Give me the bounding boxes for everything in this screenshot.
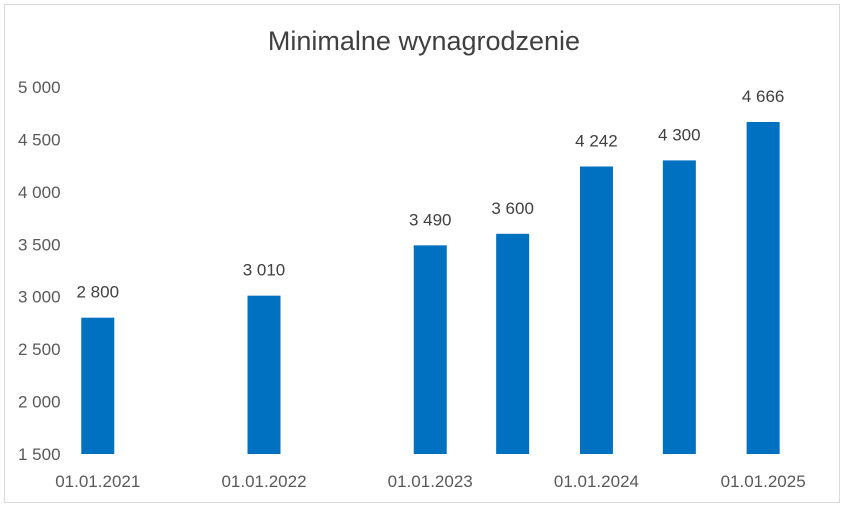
data-label: 3 600: [491, 199, 534, 218]
bar[interactable]: [662, 160, 696, 454]
data-label: 4 242: [575, 131, 618, 150]
y-tick-label: 4 500: [18, 130, 61, 149]
bar[interactable]: [579, 166, 613, 454]
bar[interactable]: [413, 245, 447, 454]
y-tick-label: 5 000: [18, 78, 61, 97]
x-tick-label: 01.01.2024: [554, 472, 639, 491]
bar[interactable]: [247, 295, 281, 454]
y-axis: 1 500 2 000 2 500 3 000 3 500 4 000 4 500 5 000: [18, 78, 61, 464]
y-tick-label: 2 500: [18, 340, 61, 359]
y-tick-label: 3 500: [18, 235, 61, 254]
x-tick-label: 01.01.2022: [221, 472, 306, 491]
y-tick-label: 4 000: [18, 183, 61, 202]
data-label: 3 490: [409, 210, 452, 229]
chart-title: Minimalne wynagrodzenie: [268, 26, 580, 56]
data-labels: 2 800 3 010 3 490 3 600 4 242 4 300 4 666: [77, 87, 785, 302]
x-axis: 01.01.2021 01.01.2022 01.01.2023 01.01.2024…: [55, 472, 805, 491]
data-label: 3 010: [243, 261, 286, 280]
data-label: 2 800: [77, 283, 120, 302]
x-tick-label: 01.01.2023: [388, 472, 473, 491]
x-tick-label: 01.01.2025: [721, 472, 806, 491]
bar[interactable]: [746, 122, 780, 455]
y-tick-label: 2 000: [18, 393, 61, 412]
data-label: 4 666: [742, 87, 785, 106]
x-tick-label: 01.01.2021: [55, 472, 140, 491]
y-tick-label: 3 000: [18, 288, 61, 307]
data-label: 4 300: [658, 125, 701, 144]
bar[interactable]: [496, 233, 530, 454]
bar[interactable]: [81, 317, 115, 454]
y-tick-label: 1 500: [18, 445, 61, 464]
bars: [81, 122, 780, 455]
